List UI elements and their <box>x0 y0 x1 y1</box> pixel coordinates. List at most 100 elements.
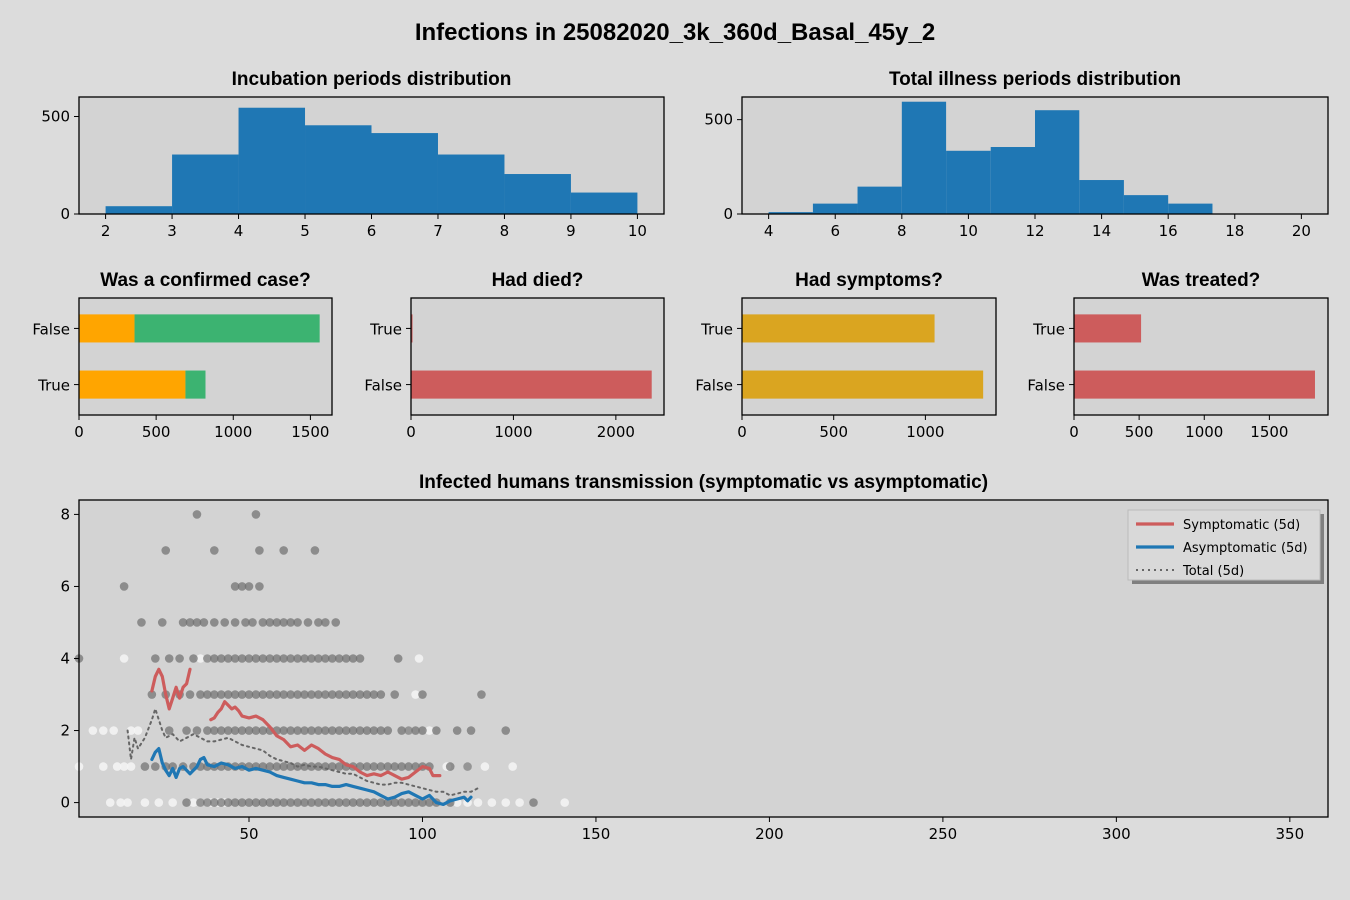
scatter-point <box>258 618 268 627</box>
scatter-point <box>203 654 212 663</box>
scatter-point <box>272 618 282 627</box>
scatter-point-light <box>189 798 198 807</box>
scatter-point <box>230 726 240 735</box>
scatter-point <box>258 726 268 735</box>
scatter-point <box>293 618 302 627</box>
transmission-scatter-chart: 50 100 150 200 250 300 350 0 2 4 6 8 Infected humans… <box>60 472 1329 843</box>
x-tick-label: 7 <box>433 222 443 240</box>
scatter-point <box>265 654 275 663</box>
scatter-point-light <box>168 798 177 807</box>
scatter-point <box>258 798 268 807</box>
scatter-point <box>230 618 240 627</box>
category-label: False <box>364 377 402 395</box>
scatter-point <box>157 618 167 627</box>
x-tick-label: 6 <box>830 222 840 240</box>
scatter-point-light <box>88 726 98 735</box>
category-label: False <box>1027 377 1065 395</box>
series-line <box>209 700 442 781</box>
scatter-point <box>418 726 427 735</box>
scatter-point <box>286 726 295 735</box>
scatter-point <box>220 618 230 627</box>
legend-box <box>1127 509 1321 581</box>
category-label: False <box>695 377 733 395</box>
scatter-point <box>251 726 261 735</box>
scatter-point <box>341 798 351 807</box>
scatter-point-light <box>109 726 118 735</box>
was-treated-bar-chart: True False 0 500 1000 1500 Was treated? <box>1027 270 1329 441</box>
x-tick-label: 16 <box>1159 222 1178 240</box>
scatter-point <box>307 798 316 807</box>
scatter-point <box>355 690 365 699</box>
scatter-point <box>164 654 174 663</box>
histogram-bar <box>238 107 306 214</box>
scatter-point <box>137 618 146 627</box>
scatter-point <box>362 690 372 699</box>
scatter-point <box>223 690 233 699</box>
scatter-point <box>411 798 420 807</box>
scatter-point <box>334 690 344 699</box>
scatter-point <box>279 654 288 663</box>
x-tick-label: 2000 <box>597 423 635 441</box>
scatter-point <box>272 690 282 699</box>
scatter-point <box>327 654 337 663</box>
scatter-point <box>210 618 219 627</box>
category-label: True <box>700 320 733 338</box>
scatter-point <box>265 618 275 627</box>
bar-segment <box>79 314 135 343</box>
panel-title: Had died? <box>492 270 584 291</box>
x-tick-label: 9 <box>566 222 576 240</box>
scatter-point <box>175 654 184 663</box>
scatter-point <box>279 690 288 699</box>
scatter-point-light <box>126 726 136 735</box>
scatter-point <box>348 798 358 807</box>
scatter-point <box>348 690 358 699</box>
scatter-point <box>182 726 191 735</box>
scatter-point <box>397 762 406 771</box>
illness-histogram: 4 6 8 10 12 14 16 18 20 0 500 Total illness periods… <box>704 69 1329 240</box>
legend-label: Symptomatic (5d) <box>1183 518 1300 533</box>
x-tick-label: 150 <box>582 825 611 843</box>
x-tick-label: 1500 <box>291 423 329 441</box>
scatter-point <box>223 798 233 807</box>
bar-segment <box>411 370 652 399</box>
scatter-point <box>331 618 341 627</box>
died-frame <box>410 297 665 416</box>
scatter-point <box>445 762 455 771</box>
scatter-point <box>244 726 254 735</box>
scatter-point <box>418 690 427 699</box>
scatter-point-light <box>140 798 150 807</box>
scatter-point <box>393 654 403 663</box>
x-tick-label: 0 <box>1069 423 1079 441</box>
scatter-point <box>251 654 261 663</box>
scatter-point <box>251 798 261 807</box>
x-tick-label: 20 <box>1292 222 1311 240</box>
histogram-bar <box>437 154 505 214</box>
scatter-point <box>362 762 372 771</box>
histogram-bar <box>1035 110 1080 214</box>
scatter-point <box>321 798 330 807</box>
scatter-point <box>327 690 337 699</box>
scatter-point <box>425 798 434 807</box>
scatter-point <box>310 546 320 555</box>
scatter-point <box>452 726 462 735</box>
scatter-point <box>314 762 323 771</box>
scatter-point-light <box>123 798 132 807</box>
scatter-point <box>477 690 486 699</box>
series-line <box>150 747 473 806</box>
category-label: True <box>369 320 402 338</box>
scatter-point <box>362 726 372 735</box>
category-label: False <box>32 320 70 338</box>
scatter-point <box>314 690 323 699</box>
scatter-point-light <box>501 798 511 807</box>
scatter-point <box>161 546 171 555</box>
scatter-point <box>307 762 316 771</box>
x-tick-label: 10 <box>959 222 978 240</box>
scatter-point-light <box>126 762 136 771</box>
scatter-point <box>216 726 226 735</box>
scatter-point <box>265 690 275 699</box>
had-symptoms-bar-chart: True False 0 500 1000 Had symptoms? <box>695 270 997 441</box>
x-tick-label: 4 <box>764 222 774 240</box>
scatter-point <box>192 510 202 519</box>
histogram-bar <box>305 125 372 214</box>
x-tick-label: 12 <box>1025 222 1044 240</box>
